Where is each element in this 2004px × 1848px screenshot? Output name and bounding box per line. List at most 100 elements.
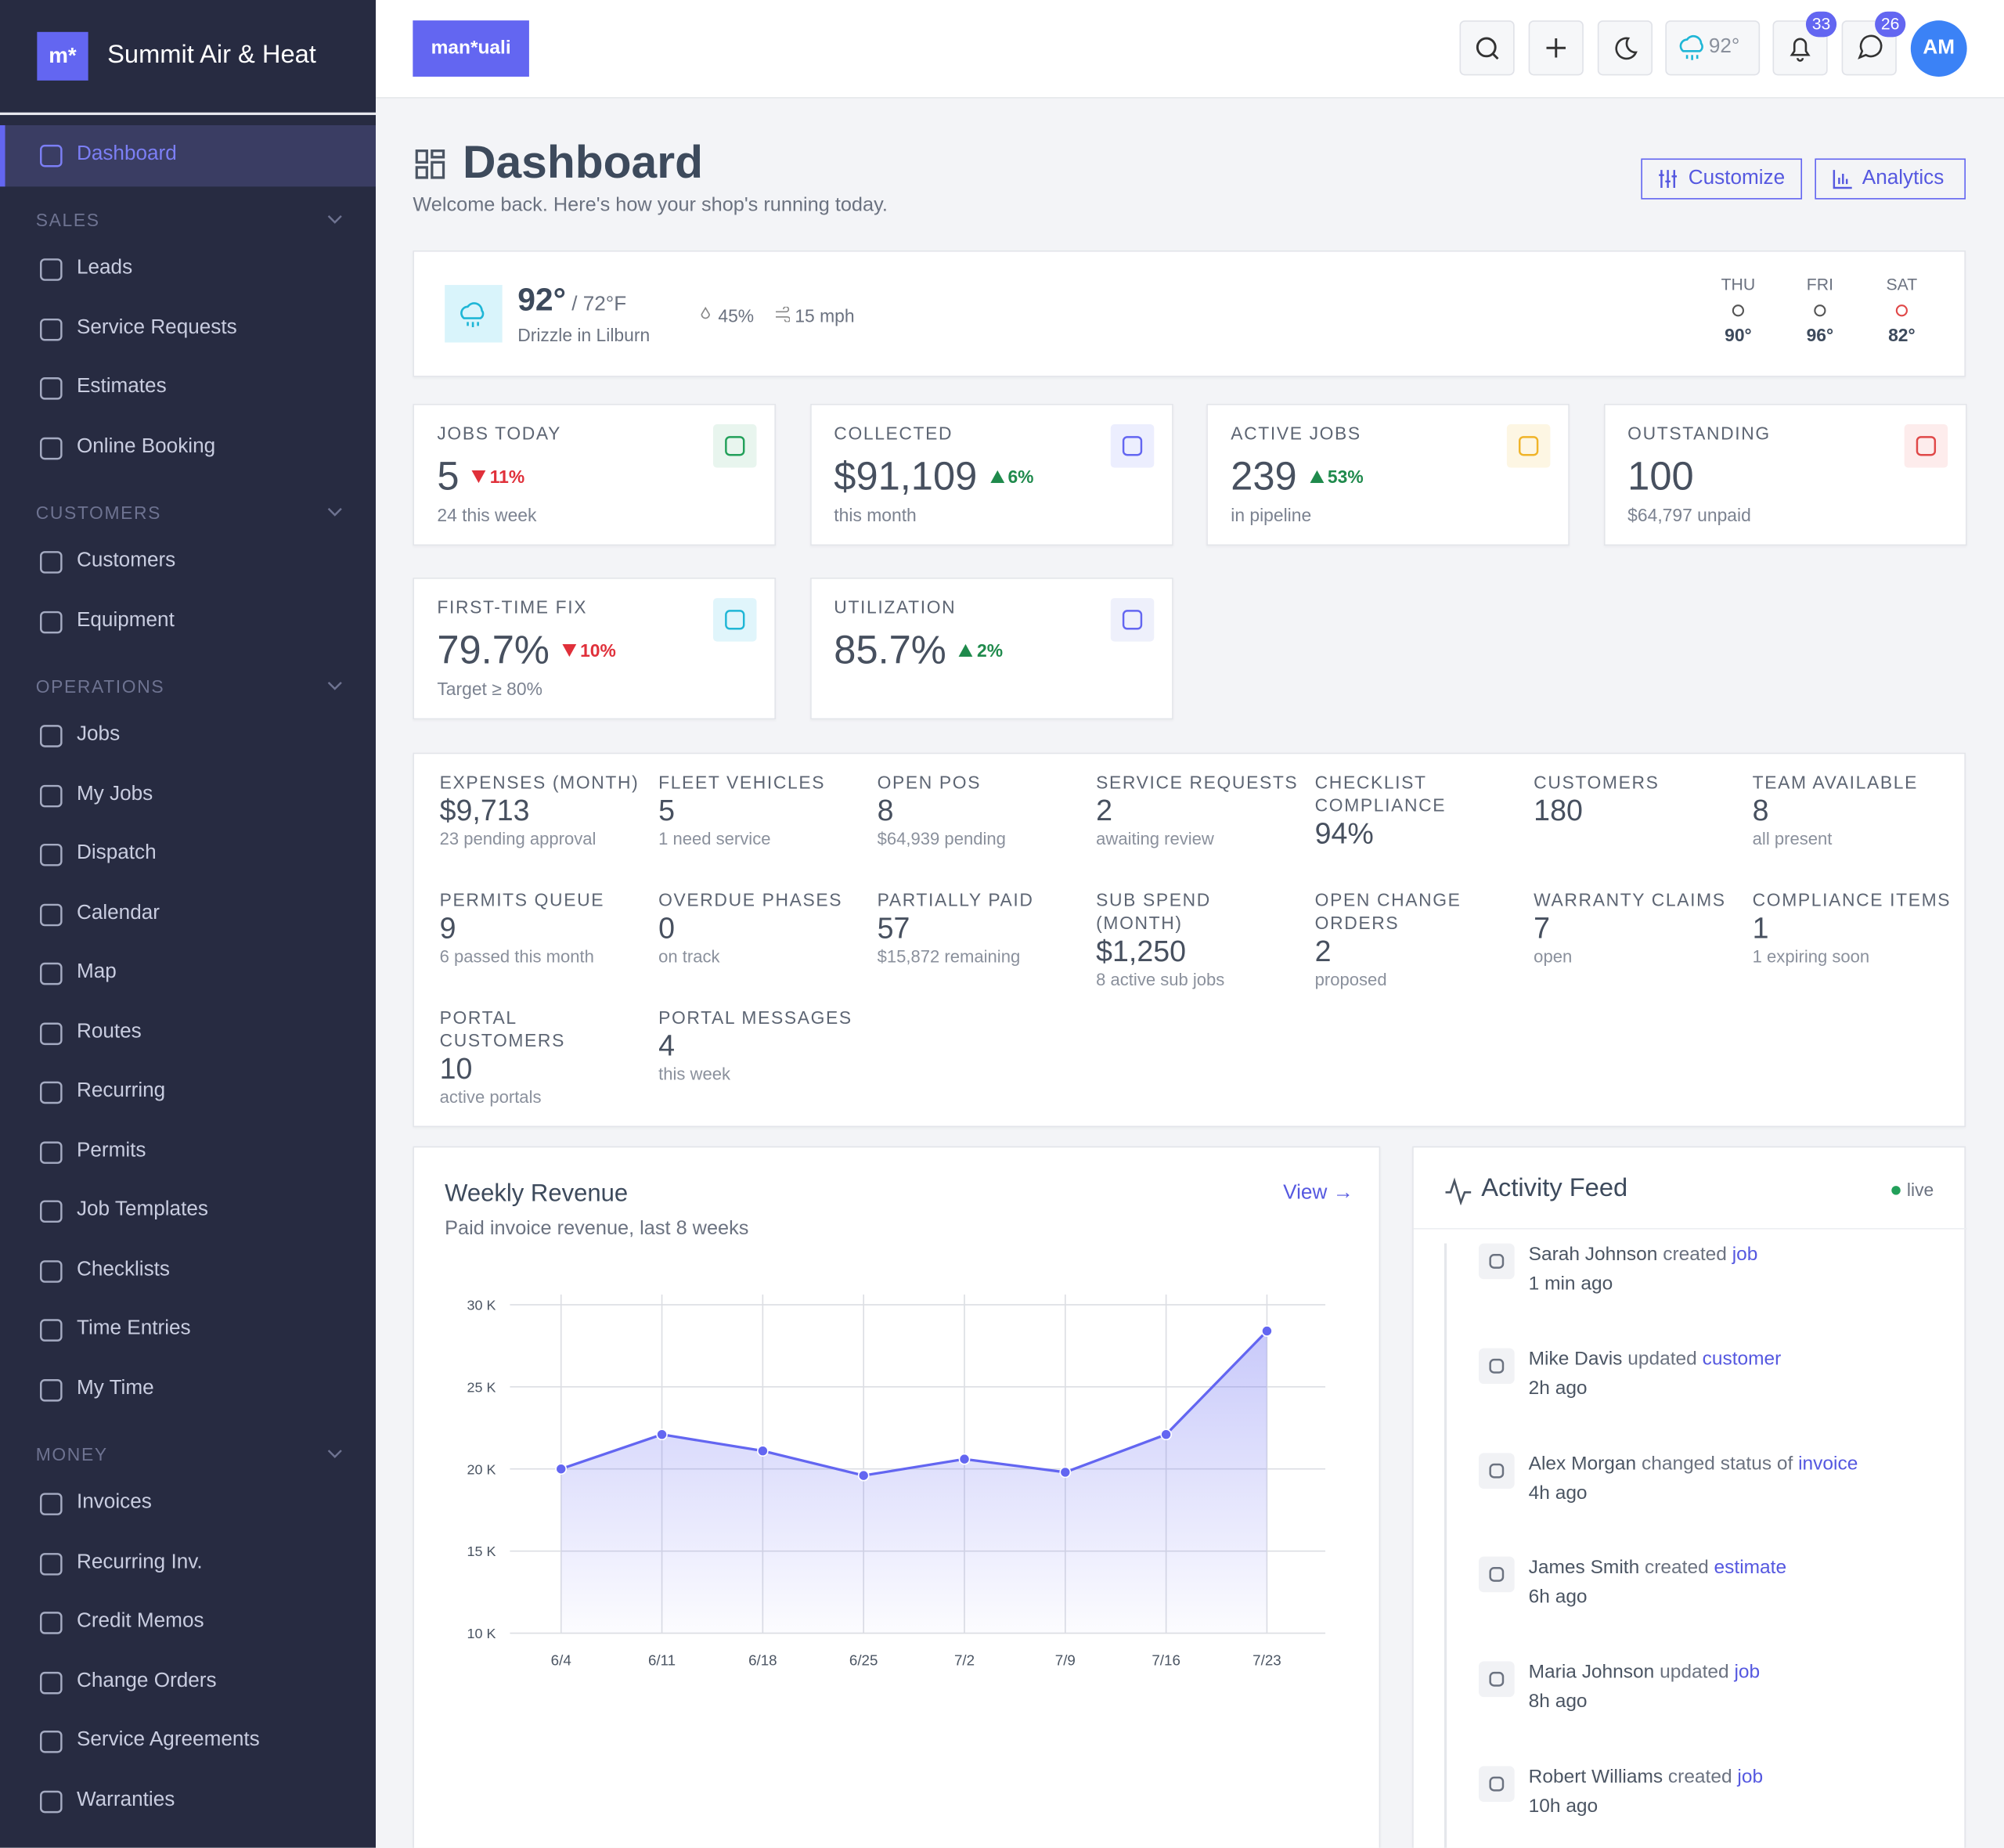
icon (40, 784, 63, 807)
nav-item[interactable]: Service Requests (0, 298, 376, 357)
icon (776, 306, 791, 323)
weather-button[interactable]: 92° (1665, 20, 1761, 76)
nav-item[interactable]: Service Agreements (0, 1711, 376, 1770)
nav-item[interactable]: Estimates (0, 358, 376, 416)
point (958, 1453, 971, 1465)
nav-item[interactable]: Warranties (0, 1771, 376, 1829)
nav-item[interactable]: Checklists (0, 1240, 376, 1299)
nav-item[interactable]: My Time (0, 1359, 376, 1418)
icon (1122, 610, 1142, 630)
nav-item[interactable]: Online Booking (0, 417, 376, 476)
nav-item[interactable]: Job Templates (0, 1181, 376, 1240)
nav-item[interactable]: Map (0, 943, 376, 1002)
nav-item[interactable]: Calendar (0, 884, 376, 942)
analytics-button[interactable]: Analytics (1815, 158, 1966, 200)
nav-item[interactable]: Credit Memos (0, 1592, 376, 1651)
kpi-label: OUTSTANDING (1627, 423, 1771, 444)
customize-button[interactable]: Customize (1641, 158, 1803, 200)
point (857, 1469, 870, 1482)
nav-item[interactable]: Permits (0, 1122, 376, 1180)
icon-shape (1489, 1254, 1505, 1269)
icon-shape (40, 436, 63, 459)
point (656, 1428, 668, 1441)
nav-label: Map (76, 960, 117, 983)
nav-label: Jobs (76, 723, 121, 745)
trend-arrow (471, 470, 486, 484)
nav-item[interactable]: Dispatch (0, 824, 376, 883)
delta-text: 2% (977, 639, 1004, 661)
stat-sub: 1 expiring soon (1752, 946, 1870, 967)
icon-shape (1915, 436, 1936, 456)
nav-item[interactable]: Time Entries (0, 1299, 376, 1358)
nav-item[interactable]: Leads (0, 239, 376, 297)
y-tick-label: 30 K (467, 1297, 496, 1313)
nav-item[interactable]: Customers (0, 531, 376, 590)
actor: Maria Johnson (1528, 1661, 1655, 1684)
avatar[interactable]: AM (1910, 20, 1967, 77)
nav-item[interactable]: Recurring Inv. (0, 1533, 376, 1591)
stat-label: SERVICE REQUESTS (1096, 772, 1299, 793)
point (1160, 1428, 1172, 1441)
app-logo[interactable]: man*uali (413, 20, 529, 77)
nav-item[interactable]: Equipment (0, 591, 376, 650)
object-link[interactable]: job (1737, 1766, 1764, 1789)
weather-desc: Drizzle in Lilburn (517, 324, 651, 345)
icon (40, 1140, 63, 1164)
timeline (1444, 1243, 1447, 1848)
chart-link[interactable]: View → (1283, 1182, 1353, 1204)
section-title: CUSTOMERS (35, 502, 162, 523)
object-link[interactable]: job (1734, 1661, 1761, 1684)
icon (1445, 1177, 1472, 1205)
stat-label: TEAM AVAILABLE (1752, 772, 1918, 793)
icon-shape (725, 610, 745, 630)
nav-item[interactable]: Invoices (0, 1473, 376, 1532)
notifications-button[interactable]: 33 (1772, 11, 1837, 76)
nav-item[interactable]: Routes (0, 1003, 376, 1061)
kpi-label: ACTIVE JOBS (1231, 423, 1361, 444)
nav-item[interactable]: Recurring (0, 1062, 376, 1121)
chart: 10 K 15 K 20 K 25 K 30 K 6/4 6/11 6/18 6/25 7/2 7/… (467, 1294, 1326, 1668)
nav-section: MONEY (36, 1444, 343, 1464)
action: updated (1660, 1661, 1729, 1684)
messages-button[interactable]: 26 (1841, 11, 1906, 76)
x-tick-label: 7/16 (1152, 1652, 1180, 1668)
chart-subtitle: Paid invoice revenue, last 8 weeks (445, 1217, 749, 1240)
delta-text: 6% (1007, 466, 1034, 488)
nav-label: My Jobs (76, 782, 153, 805)
stat-sub: this week (658, 1064, 731, 1084)
icon-shape (40, 144, 63, 168)
chevron-shape (327, 215, 342, 224)
section-title: OPERATIONS (35, 675, 165, 697)
object-link[interactable]: customer (1702, 1348, 1782, 1370)
stat: OPEN POS 8 $64,939 pending (878, 770, 1082, 852)
stat: PERMITS QUEUE 9 6 passed this month (440, 888, 644, 970)
day: SAT (1886, 275, 1918, 294)
low: / 72°F (571, 294, 627, 316)
object-link[interactable]: estimate (1714, 1557, 1787, 1579)
kpi-delta: 53% (1310, 467, 1364, 487)
nav-item[interactable]: My Jobs (0, 765, 376, 823)
section-title: SALES (35, 209, 100, 230)
temp: 90° (1725, 324, 1752, 345)
icon-shape (40, 318, 63, 340)
nav-item[interactable]: Dashboard (0, 124, 376, 187)
kpi-value: 85.7% 2% (834, 628, 1003, 674)
theme-button[interactable] (1597, 20, 1653, 76)
kpi-card: COLLECTED $91,109 6% this month (809, 403, 1173, 546)
activity-icon (1478, 1348, 1515, 1384)
stat: CUSTOMERS 180 (1534, 770, 1738, 827)
nav-label: Permits (76, 1139, 146, 1162)
nav-item[interactable]: Change Orders (0, 1652, 376, 1710)
object-link[interactable]: job (1732, 1243, 1758, 1266)
search-button[interactable] (1459, 20, 1515, 76)
stat-label: OPEN POS (877, 772, 982, 793)
stat-sub: open (1534, 946, 1573, 967)
nav-item[interactable]: Jobs (0, 705, 376, 764)
stat-value: 2 (1314, 934, 1332, 967)
day: FRI (1806, 275, 1833, 294)
stat-value: $1,250 (1096, 934, 1187, 967)
time: 2h ago (1528, 1377, 1588, 1400)
object-link[interactable]: invoice (1798, 1452, 1858, 1475)
icon-shape (1814, 304, 1826, 317)
add-button[interactable] (1528, 20, 1584, 76)
